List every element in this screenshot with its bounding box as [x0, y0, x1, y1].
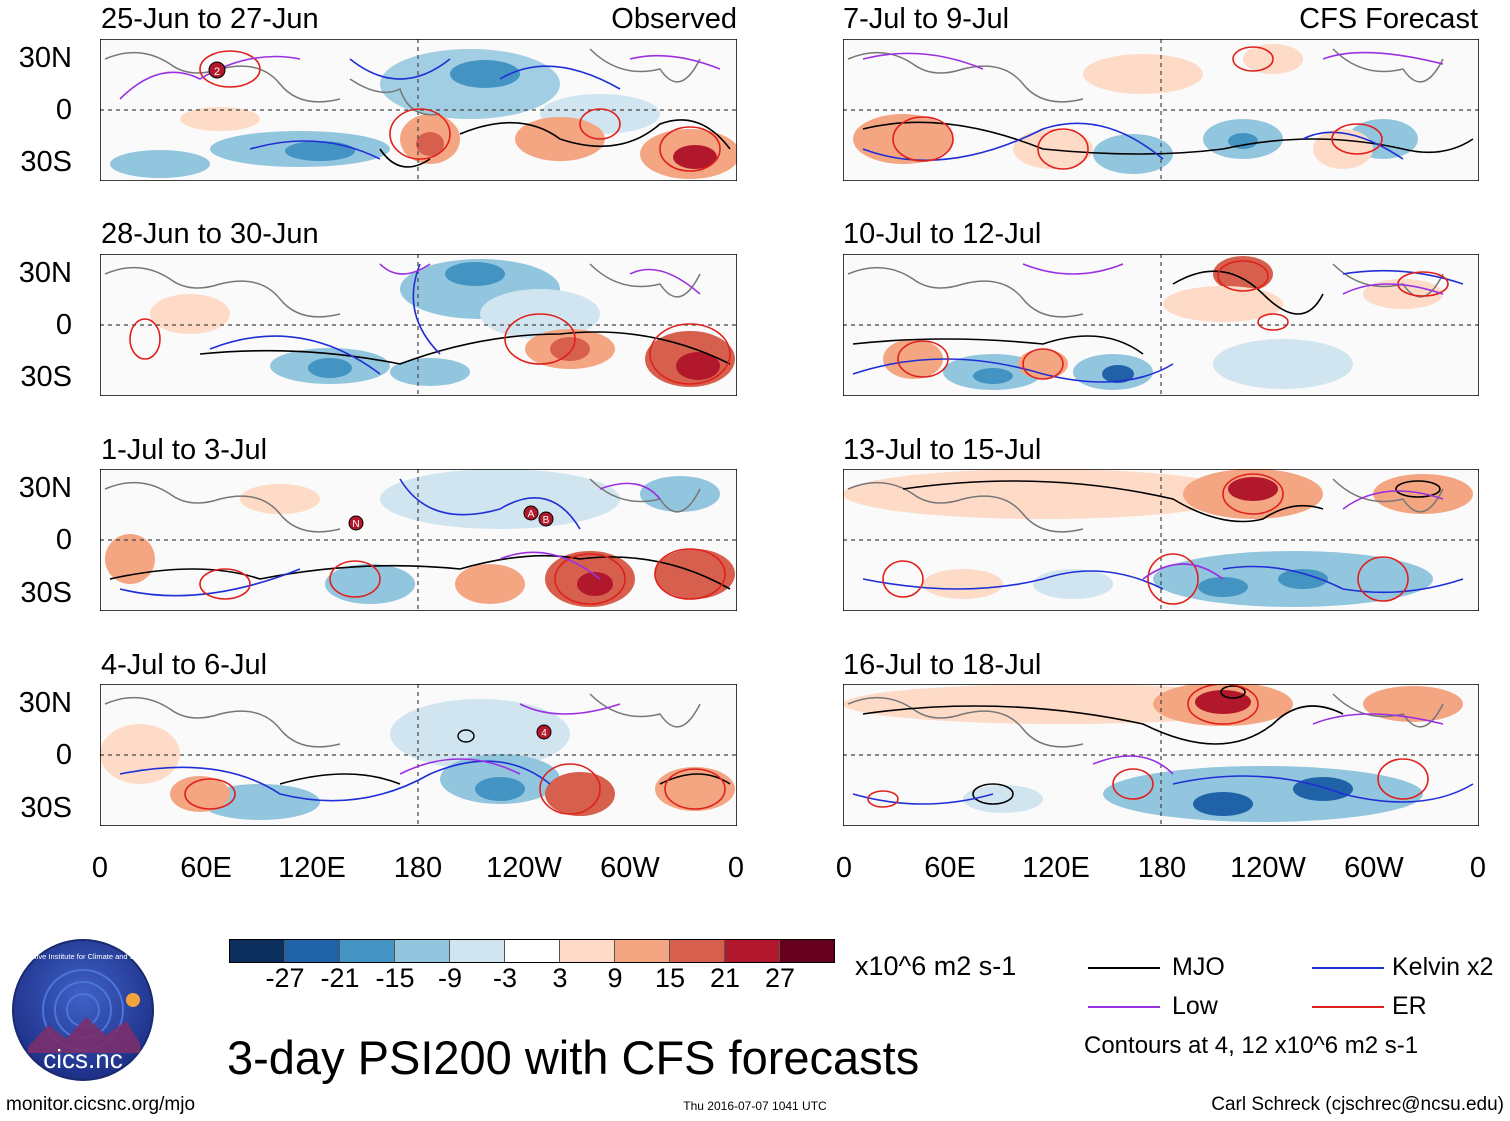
map-panel-right-3 [843, 469, 1479, 611]
panel-title-left-1: 25-Jun to 27-Jun [101, 3, 319, 35]
observed-label: Observed [611, 3, 737, 35]
colorbar-swatch [505, 940, 560, 962]
colorbar-swatch [560, 940, 615, 962]
colorbar-tick-label: 3 [552, 963, 568, 993]
marker-4: 4 [541, 728, 547, 739]
panel-title-right-1: 7-Jul to 9-Jul [843, 3, 1010, 35]
lat-label-eq: 0 [55, 309, 72, 341]
map-panel-left-3: N A B [100, 469, 737, 611]
colorbar-tick-label: 21 [709, 963, 741, 993]
logo-ring-text: Cooperative Institute for Climate and Sa… [8, 952, 158, 961]
map-panel-left-1: 2 [100, 39, 737, 181]
lon-label: 60W [1344, 852, 1404, 884]
map-panel-right-2 [843, 254, 1479, 396]
colorbar-units: x10^6 m2 s-1 [855, 951, 1017, 981]
legend-low: Low [1172, 992, 1218, 1020]
logo-text: cics.nc [43, 1044, 122, 1074]
lon-label: 180 [1137, 852, 1187, 884]
colorbar-swatch [615, 940, 670, 962]
lon-label: 60W [600, 852, 660, 884]
legend-kelvin: Kelvin x2 [1392, 953, 1494, 981]
colorbar-tick-label: 15 [654, 963, 686, 993]
colorbar [229, 939, 835, 963]
colorbar-tick-label: -21 [320, 963, 360, 993]
marker-a: A [528, 509, 535, 520]
lon-label: 0 [835, 852, 853, 884]
panel-title-left-2: 28-Jun to 30-Jun [101, 218, 319, 250]
colorbar-swatch [780, 940, 834, 962]
colorbar-swatch [285, 940, 340, 962]
lat-label-30s: 30S [20, 361, 72, 393]
colorbar-swatch [725, 940, 780, 962]
lat-label-30n: 30N [18, 472, 72, 504]
lat-label-30n: 30N [18, 42, 72, 74]
marker-2: 2 [214, 66, 220, 78]
legend-swatches-right [1312, 967, 1384, 1008]
lon-label: 120W [486, 852, 562, 884]
legend-er: ER [1392, 992, 1427, 1020]
lon-label: 60E [924, 852, 976, 884]
footer-author: Carl Schreck (cjschrec@ncsu.edu) [1211, 1094, 1504, 1115]
lat-label-eq: 0 [55, 524, 72, 556]
lat-label-eq: 0 [55, 739, 72, 771]
map-panel-right-4 [843, 684, 1479, 826]
lat-label-30s: 30S [20, 792, 72, 824]
lon-label: 60E [180, 852, 232, 884]
map-panel-left-2 [100, 254, 737, 396]
lon-label: 120E [1022, 852, 1090, 884]
legend-mjo: MJO [1172, 953, 1225, 981]
panel-title-right-3: 13-Jul to 15-Jul [843, 434, 1042, 466]
colorbar-swatch [230, 940, 285, 962]
lon-label: 0 [727, 852, 745, 884]
lon-label: 180 [393, 852, 443, 884]
colorbar-swatch [450, 940, 505, 962]
footer-timestamp: Thu 2016-07-07 1041 UTC [683, 1099, 827, 1113]
colorbar-tick-label: 27 [764, 963, 796, 993]
lat-label-30s: 30S [20, 146, 72, 178]
lon-label: 120E [278, 852, 346, 884]
panel-title-right-4: 16-Jul to 18-Jul [843, 649, 1042, 681]
lon-label: 0 [91, 852, 109, 884]
panel-title-left-4: 4-Jul to 6-Jul [101, 649, 268, 681]
map-panel-right-1 [843, 39, 1479, 181]
cics-logo: cics.nc Cooperative Institute for Climat… [8, 938, 158, 1082]
legend-swatches-left [1088, 967, 1160, 1008]
marker-b: B [543, 515, 550, 526]
colorbar-tick-label: -9 [437, 963, 463, 993]
lat-label-eq: 0 [55, 94, 72, 126]
main-title: 3-day PSI200 with CFS forecasts [227, 1031, 920, 1084]
cfs-forecast-label: CFS Forecast [1299, 3, 1478, 35]
lat-label-30n: 30N [18, 257, 72, 289]
colorbar-tick-label: -27 [265, 963, 305, 993]
colorbar-tick-label: -3 [492, 963, 518, 993]
lat-label-30n: 30N [18, 687, 72, 719]
marker-n: N [352, 519, 359, 530]
contours-note: Contours at 4, 12 x10^6 m2 s-1 [1084, 1032, 1419, 1059]
colorbar-swatch [395, 940, 450, 962]
panel-title-right-2: 10-Jul to 12-Jul [843, 218, 1042, 250]
lat-label-30s: 30S [20, 577, 72, 609]
panel-title-left-3: 1-Jul to 3-Jul [101, 434, 268, 466]
colorbar-tick-label: -15 [375, 963, 415, 993]
footer-url[interactable]: monitor.cicsnc.org/mjo [6, 1094, 196, 1115]
lon-label: 120W [1230, 852, 1306, 884]
colorbar-tick-label: 9 [607, 963, 623, 993]
colorbar-swatch [340, 940, 395, 962]
colorbar-swatch [670, 940, 725, 962]
lon-label: 0 [1469, 852, 1487, 884]
map-panel-left-4: 4 [100, 684, 737, 826]
